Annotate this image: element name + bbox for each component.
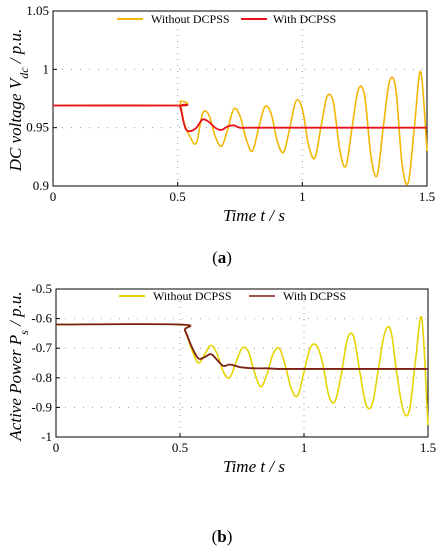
series-line-with-dcpss [55,323,428,370]
panel-a-y-axis-label: DC voltage Vdc / p.u. [6,29,31,173]
legend-label-without-dcpss: Without DCPSS [151,12,230,26]
series-line-without-dcpss [52,70,428,186]
panel-a-x-axis-label: Time t / s [223,206,285,225]
x-tick-label: 0.5 [172,440,188,455]
panel-a-plot-frame [52,10,428,187]
legend-label-without-dcpss: Without DCPSS [153,289,232,303]
y-tick-label: 0.9 [33,178,49,193]
panel-b-legend: Without DCPSS With DCPSS [119,289,346,303]
legend-label-with-dcpss: With DCPSS [273,12,336,26]
series-line-without-dcpss [55,315,429,426]
y-tick-label: -0.8 [31,370,52,385]
y-tick-label: -0.5 [31,281,52,296]
panel-b-ticks: 0 0.5 1 1.5 -1 -0.9 -0.8 -0.7 -0.6 -0.5 [31,281,436,455]
x-tick-label: 0.5 [170,189,186,204]
x-tick-label: 1.5 [420,440,436,455]
x-tick-label: 1 [301,440,308,455]
panel-b-series [55,315,429,426]
y-tick-label: 0.95 [26,120,49,135]
panel-a-ticks: 0 0.5 1 1.5 0.9 0.95 1 1.05 [26,3,435,204]
y-tick-label: -0.6 [31,311,52,326]
x-tick-label: 0 [53,440,60,455]
y-tick-label: -0.9 [31,399,52,414]
y-tick-label: -1 [41,429,52,444]
x-tick-label: 0 [50,189,57,204]
panel-b-plot-frame [55,288,429,438]
panel-a-legend: Without DCPSS With DCPSS [117,12,336,26]
panel-b-x-axis-label: Time t / s [223,457,285,476]
legend-label-with-dcpss: With DCPSS [283,289,346,303]
series-line-with-dcpss [52,103,427,133]
panel-b-active-power: 0 0.5 1 1.5 -1 -0.9 -0.8 -0.7 -0.6 -0.5 Without D… [6,281,436,546]
panel-b-caption: (b) [212,527,233,546]
panel-b-y-axis-label: Active Power Ps / p.u. [6,291,31,441]
x-tick-label: 1 [299,189,306,204]
panel-b-grid [56,289,428,437]
y-tick-label: 1 [43,61,50,76]
x-tick-label: 1.5 [419,189,435,204]
y-tick-label: -0.7 [31,340,52,355]
y-tick-label: 1.05 [26,3,49,18]
panel-a-dc-voltage: 0 0.5 1 1.5 0.9 0.95 1 1.05 Without DCPSS With … [6,3,435,267]
panel-a-caption: (a) [212,248,232,267]
panel-a-series [52,70,428,186]
